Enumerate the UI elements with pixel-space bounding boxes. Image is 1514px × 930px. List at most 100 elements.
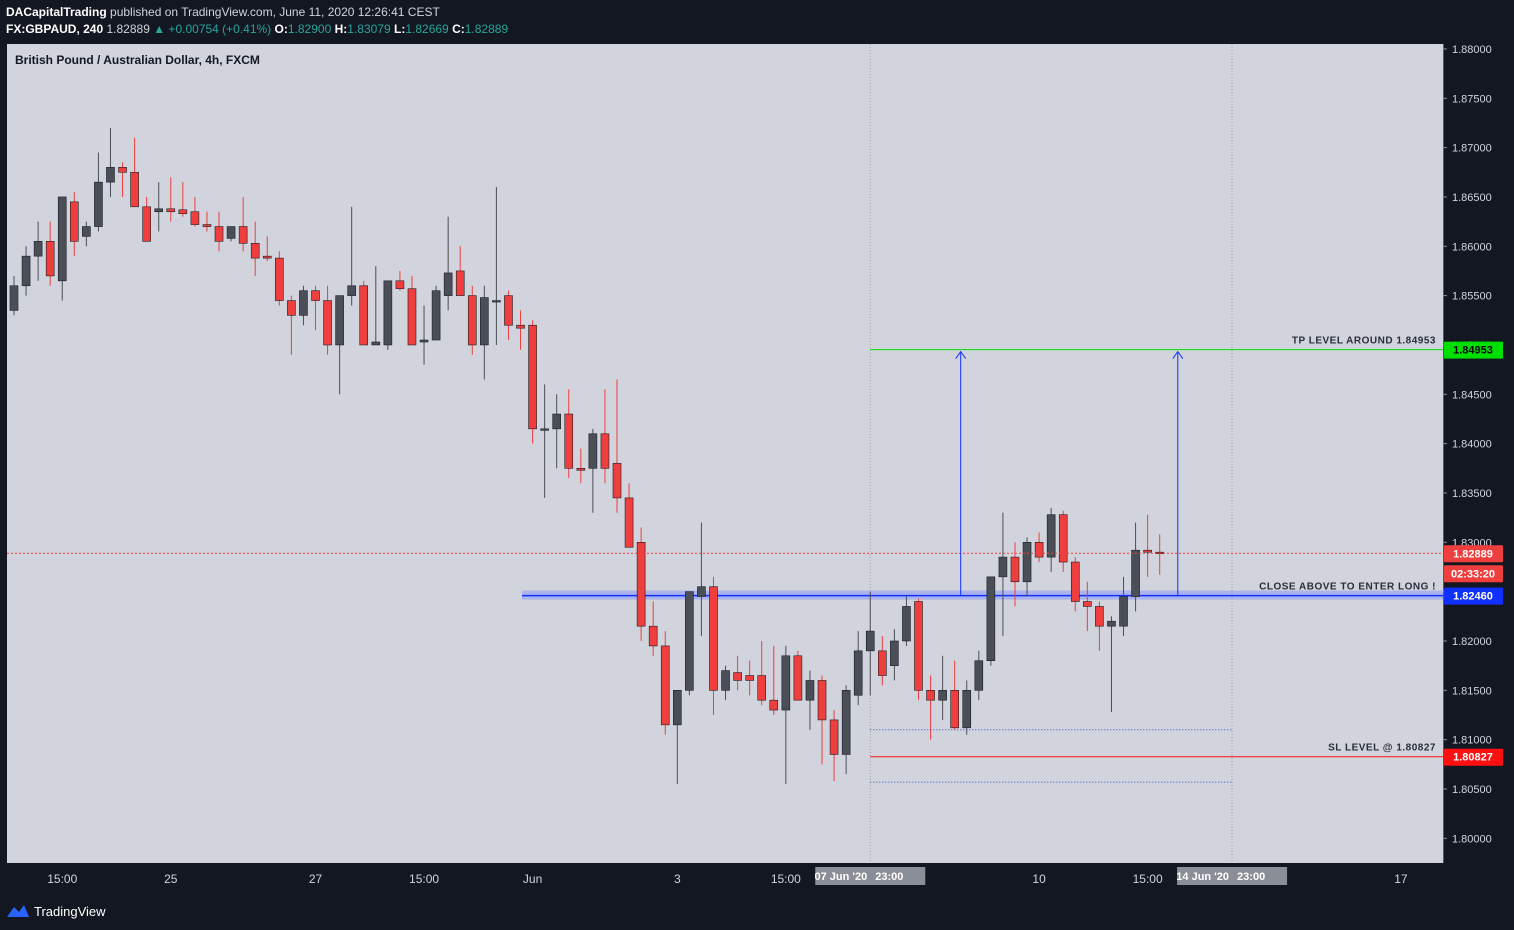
candle-body xyxy=(395,280,405,290)
candle-body xyxy=(359,285,369,346)
candle-body xyxy=(636,542,646,627)
open-value: 1.82900 xyxy=(287,22,332,36)
low-value: 1.82669 xyxy=(405,22,449,36)
candle-body xyxy=(407,288,417,346)
date-marker-time-1: 23:00 xyxy=(1237,871,1265,883)
candle-body xyxy=(914,601,923,691)
x-tick-label: 25 xyxy=(164,872,178,886)
candle-body xyxy=(1022,542,1032,583)
chart-title: British Pound / Australian Dollar, 4h, F… xyxy=(15,53,260,67)
candle-body xyxy=(142,206,151,242)
candle-body xyxy=(697,586,706,597)
candle-body xyxy=(721,670,730,691)
candle-body xyxy=(1083,601,1092,607)
candle-body xyxy=(1070,561,1080,602)
publisher-line: DACapitalTrading published on TradingVie… xyxy=(6,5,440,19)
entry-price-badge-bg xyxy=(1444,587,1503,605)
publisher-name[interactable]: DACapitalTrading xyxy=(6,5,107,19)
chart-header: DACapitalTrading published on TradingVie… xyxy=(0,0,1514,44)
plot-background xyxy=(7,44,1443,863)
candle-body xyxy=(950,690,959,729)
candle-body xyxy=(805,680,815,701)
candle-body xyxy=(33,241,43,257)
candle-body xyxy=(118,167,127,173)
y-tick-label: 1.83500 xyxy=(1452,488,1492,500)
last-price-badge-bg xyxy=(1444,545,1503,563)
candle-body xyxy=(323,300,332,346)
candle-body xyxy=(371,341,381,346)
open-label: O: xyxy=(274,22,288,36)
candle-body xyxy=(853,650,863,696)
last-price-badge: 1.82889 xyxy=(1453,548,1493,560)
candle-body xyxy=(648,625,658,647)
y-tick-label: 1.81000 xyxy=(1452,735,1492,747)
candle-body xyxy=(841,690,851,755)
footer: TradingView xyxy=(0,893,1514,930)
y-tick-label: 1.86000 xyxy=(1452,241,1492,253)
low-label: L: xyxy=(394,22,406,36)
candle-body xyxy=(962,690,972,729)
candle-body xyxy=(672,690,682,726)
candle-body xyxy=(45,241,55,277)
candle-body xyxy=(492,300,501,303)
candle-body xyxy=(480,297,489,346)
candlestick-chart[interactable]: 1.800001.805001.810001.815001.820001.825… xyxy=(7,44,1507,893)
x-tick-label: 17 xyxy=(1394,872,1408,886)
candle-body xyxy=(202,224,212,227)
candle-body xyxy=(166,208,176,213)
candle-body xyxy=(287,300,296,316)
entry-label: CLOSE ABOVE TO ENTER LONG ! xyxy=(1259,582,1436,593)
candle-body xyxy=(552,413,562,430)
candle-body xyxy=(431,290,441,341)
candle-body xyxy=(419,339,429,343)
candle-body xyxy=(130,171,139,208)
y-tick-label: 1.84000 xyxy=(1452,439,1492,451)
candle-body xyxy=(178,209,188,215)
candle-body xyxy=(275,257,284,301)
entry-price-badge: 1.82460 xyxy=(1453,591,1493,603)
chart-area[interactable]: 1.800001.805001.810001.815001.820001.825… xyxy=(7,44,1507,893)
candle-body xyxy=(82,226,91,237)
candle-body xyxy=(540,428,549,431)
candle-body xyxy=(69,201,79,242)
candle-body xyxy=(57,196,67,282)
tradingview-brand[interactable]: TradingView xyxy=(34,904,106,919)
candle-body xyxy=(154,208,164,213)
y-tick-label: 1.82000 xyxy=(1452,636,1492,648)
candle-body xyxy=(1046,514,1056,558)
candle-body xyxy=(443,272,453,296)
x-tick-label: 15:00 xyxy=(409,872,439,886)
symbol-label[interactable]: FX:GBPAUD, 240 xyxy=(6,22,104,36)
candle-body xyxy=(250,243,260,259)
x-tick-label: 3 xyxy=(674,872,681,886)
candle-body xyxy=(226,226,236,239)
candle-body xyxy=(600,433,610,469)
candle-body xyxy=(757,675,767,701)
last-price: 1.82889 xyxy=(106,22,150,36)
candle-body xyxy=(660,645,670,726)
candle-body xyxy=(238,226,248,244)
date-marker-0: 07 Jun '20 xyxy=(814,871,867,883)
candle-body xyxy=(793,655,803,701)
candle-body xyxy=(769,699,779,711)
candle-body xyxy=(335,295,344,346)
candle-body xyxy=(1034,542,1044,558)
y-tick-label: 1.80500 xyxy=(1452,784,1492,796)
published-text: published on TradingView.com, June 11, 2… xyxy=(106,5,440,19)
candle-body xyxy=(817,680,827,721)
candle-body xyxy=(299,290,308,316)
candle-body xyxy=(1119,596,1128,627)
date-marker-0-bg xyxy=(815,867,926,885)
sl-price-badge: 1.80827 xyxy=(1453,752,1493,764)
y-tick-label: 1.88000 xyxy=(1452,44,1492,56)
candle-body xyxy=(1095,606,1104,627)
candle-body xyxy=(528,324,537,430)
tp-price-badge-bg xyxy=(1444,341,1503,359)
tradingview-logo-icon xyxy=(7,905,29,917)
price-change: ▲ +0.00754 (+0.41%) xyxy=(153,22,272,36)
tp-price-badge: 1.84953 xyxy=(1453,345,1493,357)
date-marker-1-bg xyxy=(1177,867,1288,885)
candle-body xyxy=(311,290,320,301)
sl-price-badge-bg xyxy=(1444,748,1503,766)
candle-body xyxy=(588,433,598,469)
